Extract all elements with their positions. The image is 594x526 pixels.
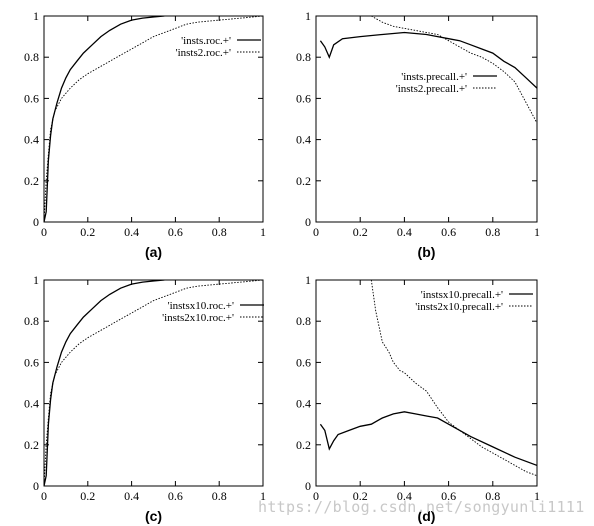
series-line-dashed	[44, 16, 263, 222]
x-tick-label: 0.4	[397, 489, 412, 503]
panel-caption: (c)	[145, 508, 162, 524]
y-tick-label: 0.8	[24, 314, 39, 328]
series-line-dashed	[371, 16, 537, 124]
y-tick-label: 0	[33, 479, 39, 493]
y-tick-label: 0.8	[296, 314, 311, 328]
x-tick-label: 1	[534, 225, 540, 239]
y-tick-label: 1	[305, 9, 311, 23]
panel-caption: (d)	[418, 508, 436, 524]
series-line-dashed	[44, 280, 263, 486]
series-line-dashed	[370, 280, 537, 477]
legend-label: 'instsx10.precall.+'	[421, 289, 503, 301]
y-tick-label: 0.4	[24, 133, 39, 147]
y-tick-label: 0	[305, 479, 311, 493]
panel-b: 0 0.2 0.4 0.6 0.8 1 0 0.2 0.4 0.6 0.8 1 'insts.preca…	[296, 9, 540, 260]
plot-frame	[315, 279, 538, 487]
plot-frame	[43, 15, 264, 223]
x-tick-label: 0.4	[124, 489, 139, 503]
x-tick-label: 0	[41, 489, 47, 503]
x-tick-label: 0.8	[485, 225, 500, 239]
x-tick-label: 0.8	[212, 489, 227, 503]
y-tick-label: 0.6	[296, 91, 311, 105]
y-tick-label: 0.4	[296, 397, 311, 411]
x-tick-label: 0.8	[212, 225, 227, 239]
plot-frame	[43, 279, 264, 487]
y-tick-label: 0	[33, 215, 39, 229]
y-tick-label: 0.8	[296, 50, 311, 64]
y-tick-label: 0.4	[296, 133, 311, 147]
x-tick-label: 0.2	[80, 489, 95, 503]
y-tick-label: 0.2	[24, 438, 39, 452]
panel-d: 0 0.2 0.4 0.6 0.8 1 0 0.2 0.4 0.6 0.8 1 'instsx10.pr…	[296, 273, 540, 524]
y-tick-label: 0.6	[24, 355, 39, 369]
x-tick-label: 0.6	[168, 489, 183, 503]
x-tick-label: 0.8	[485, 489, 500, 503]
y-tick-label: 0	[305, 215, 311, 229]
y-tick-label: 1	[33, 273, 39, 287]
x-tick-label: 0.4	[124, 225, 139, 239]
panel-c: 0 0.2 0.4 0.6 0.8 1 0 0.2 0.4 0.6 0.8 1 'instsx10.ro…	[24, 273, 266, 524]
x-tick-label: 0	[41, 225, 47, 239]
x-tick-label: 1	[260, 489, 266, 503]
x-tick-label: 0.6	[441, 225, 456, 239]
y-tick-label: 0.2	[296, 174, 311, 188]
y-tick-label: 0.6	[24, 91, 39, 105]
legend-label: 'instsx10.roc.+'	[168, 300, 234, 312]
legend-label: 'insts.roc.+'	[181, 35, 231, 47]
x-tick-label: 0.6	[441, 489, 456, 503]
panel-caption: (a)	[145, 244, 162, 260]
legend-label: 'insts2.roc.+'	[176, 47, 231, 59]
panel-caption: (b)	[418, 244, 436, 260]
y-tick-label: 0.4	[24, 397, 39, 411]
x-tick-label: 1	[260, 225, 266, 239]
y-tick-label: 0.6	[296, 355, 311, 369]
series-line-solid	[44, 16, 165, 222]
legend-label: 'insts2x10.precall.+'	[415, 301, 503, 313]
x-tick-label: 0.4	[397, 225, 412, 239]
y-tick-label: 1	[33, 9, 39, 23]
x-tick-label: 0.2	[353, 225, 368, 239]
y-tick-label: 0.2	[24, 174, 39, 188]
y-tick-label: 0.8	[24, 50, 39, 64]
legend-label: 'insts2.precall.+'	[396, 83, 467, 95]
y-tick-label: 0.2	[296, 438, 311, 452]
panel-a: 0 0.2 0.4 0.6 0.8 1 0 0.2 0.4 0.6 0.8 1 'insts.roc.+…	[24, 9, 266, 260]
series-line-solid	[44, 280, 165, 486]
x-tick-label: 0	[313, 489, 319, 503]
series-line-solid	[319, 31, 537, 89]
legend-label: 'insts.precall.+'	[401, 71, 467, 83]
x-tick-label: 0.6	[168, 225, 183, 239]
x-tick-label: 1	[534, 489, 540, 503]
legend-label: 'insts2x10.roc.+'	[162, 312, 234, 324]
series-line-solid	[319, 411, 537, 467]
y-tick-label: 1	[305, 273, 311, 287]
x-tick-label: 0	[313, 225, 319, 239]
x-tick-label: 0.2	[80, 225, 95, 239]
watermark: https://blog.csdn.net/songyunli1111	[258, 498, 585, 516]
plot-frame	[315, 15, 538, 223]
x-tick-label: 0.2	[353, 489, 368, 503]
